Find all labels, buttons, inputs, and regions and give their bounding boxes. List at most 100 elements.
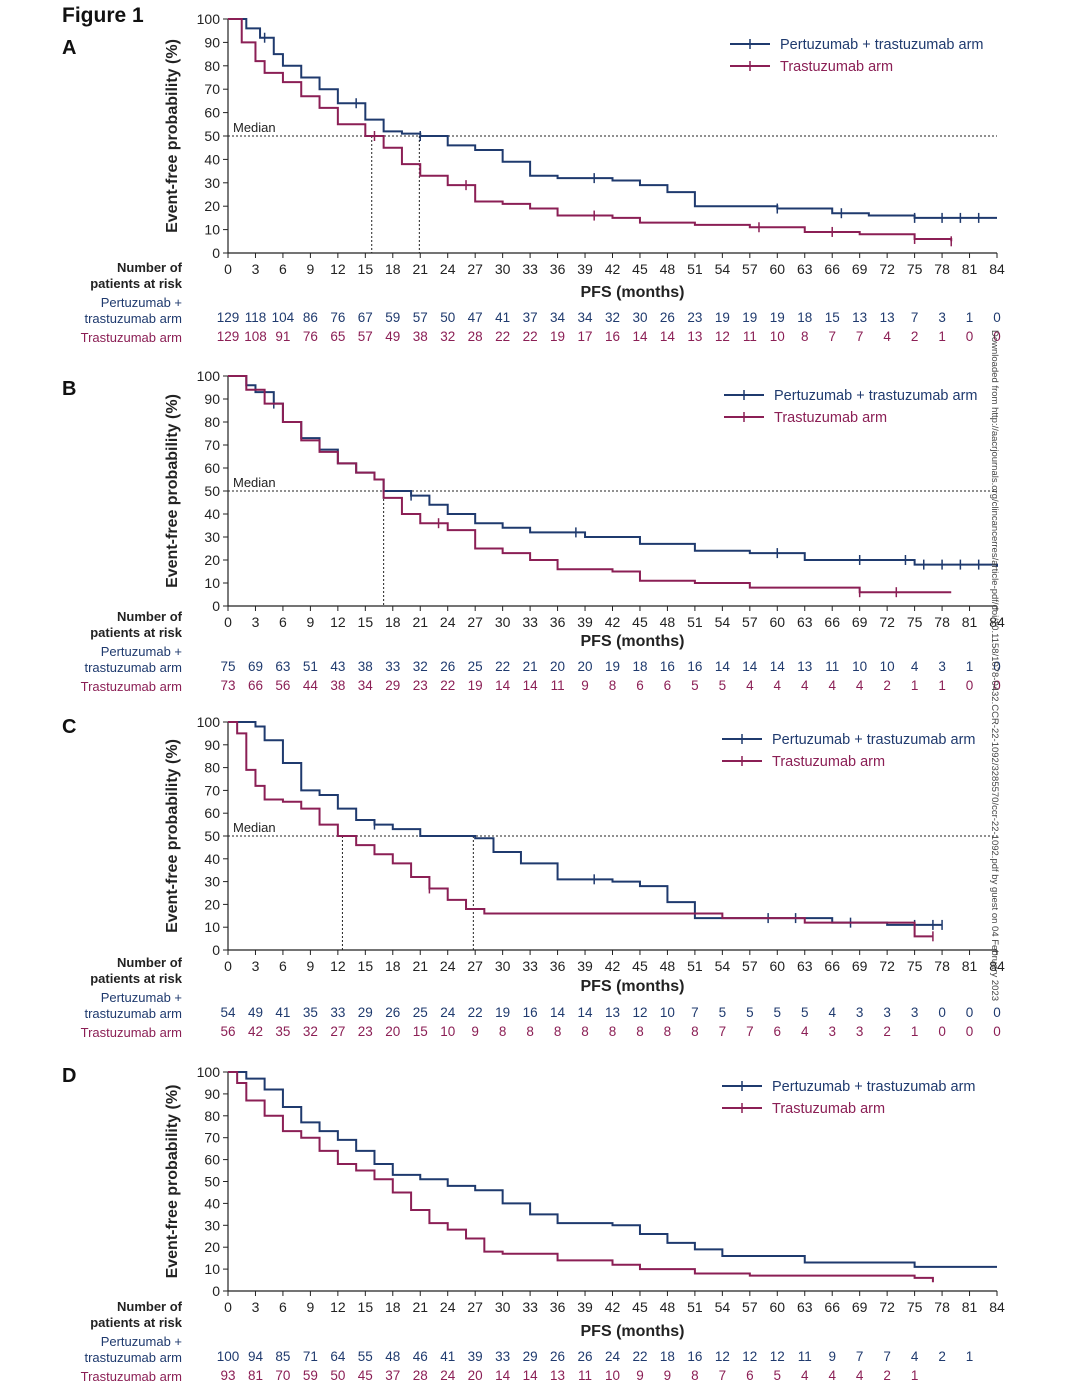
y-tick-label: 0	[212, 1283, 220, 1299]
at-risk-count: 4	[856, 678, 864, 693]
at-risk-count: 13	[852, 310, 867, 325]
x-tick-label: 69	[852, 1299, 868, 1315]
at-risk-count: 3	[938, 310, 946, 325]
at-risk-count: 4	[801, 1368, 809, 1383]
at-risk-count: 19	[550, 329, 565, 344]
at-risk-count: 8	[581, 1024, 589, 1039]
at-risk-count: 22	[632, 1349, 647, 1364]
x-axis-title: PFS (months)	[581, 284, 685, 301]
x-tick-label: 60	[769, 614, 785, 630]
pertuzumab-curve	[228, 721, 943, 926]
at-risk-count: 14	[550, 1005, 566, 1020]
median-label: Median	[233, 120, 276, 135]
at-risk-count: 42	[248, 1024, 263, 1039]
legend-label: Pertuzumab + trastuzumab arm	[774, 388, 978, 404]
at-risk-count: 81	[248, 1368, 263, 1383]
at-risk-count: 20	[550, 659, 565, 674]
at-risk-count: 54	[220, 1005, 236, 1020]
at-risk-count: 11	[825, 659, 839, 674]
x-tick-label: 78	[934, 261, 950, 277]
at-risk-row-label: Trastuzumab arm	[81, 679, 182, 694]
at-risk-count: 14	[523, 1368, 539, 1383]
at-risk-count: 7	[719, 1024, 727, 1039]
at-risk-count: 16	[523, 1005, 538, 1020]
at-risk-count: 64	[330, 1349, 346, 1364]
at-risk-count: 26	[550, 1349, 565, 1364]
at-risk-count: 10	[880, 659, 895, 674]
at-risk-count: 6	[746, 1368, 754, 1383]
x-tick-label: 63	[797, 1299, 813, 1315]
x-tick-label: 27	[467, 958, 483, 974]
at-risk-count: 43	[330, 659, 345, 674]
at-risk-count: 14	[523, 678, 539, 693]
at-risk-count: 12	[632, 1005, 647, 1020]
y-tick-label: 30	[204, 529, 220, 545]
y-tick-label: 50	[204, 128, 220, 144]
x-tick-label: 21	[412, 614, 428, 630]
x-tick-label: 42	[605, 614, 621, 630]
x-tick-label: 63	[797, 261, 813, 277]
at-risk-count: 27	[330, 1024, 345, 1039]
x-tick-label: 30	[495, 614, 511, 630]
at-risk-count: 24	[605, 1349, 621, 1364]
x-tick-label: 36	[550, 1299, 566, 1315]
at-risk-count: 13	[880, 310, 895, 325]
at-risk-count: 35	[275, 1024, 290, 1039]
x-tick-label: 12	[330, 1299, 346, 1315]
at-risk-count: 7	[856, 1349, 864, 1364]
at-risk-count: 34	[550, 310, 566, 325]
x-tick-label: 84	[989, 958, 1005, 974]
at-risk-header: Number of	[117, 260, 183, 275]
x-tick-label: 84	[989, 1299, 1005, 1315]
at-risk-count: 0	[993, 310, 1001, 325]
at-risk-count: 35	[303, 1005, 318, 1020]
at-risk-count: 8	[526, 1024, 534, 1039]
at-risk-count: 51	[303, 659, 318, 674]
at-risk-count: 15	[825, 310, 840, 325]
at-risk-count: 25	[468, 659, 483, 674]
x-tick-label: 45	[632, 261, 648, 277]
at-risk-count: 24	[440, 1368, 456, 1383]
x-tick-label: 69	[852, 261, 868, 277]
at-risk-count: 6	[636, 678, 644, 693]
x-tick-label: 30	[495, 958, 511, 974]
y-tick-label: 0	[212, 942, 220, 958]
at-risk-count: 9	[581, 678, 589, 693]
x-tick-label: 15	[358, 614, 374, 630]
at-risk-count: 0	[938, 1024, 946, 1039]
x-tick-label: 48	[660, 958, 676, 974]
x-tick-label: 12	[330, 958, 346, 974]
x-tick-label: 9	[306, 958, 314, 974]
at-risk-count: 22	[495, 329, 510, 344]
at-risk-count: 4	[911, 659, 919, 674]
x-tick-label: 75	[907, 614, 923, 630]
at-risk-count: 30	[632, 310, 647, 325]
x-tick-label: 81	[962, 261, 978, 277]
at-risk-count: 25	[413, 1005, 428, 1020]
y-tick-label: 90	[204, 1086, 220, 1102]
x-axis-title: PFS (months)	[581, 1323, 685, 1340]
download-watermark: Downloaded from http://aacrjournals.org/…	[989, 330, 1000, 1001]
x-tick-label: 3	[252, 1299, 260, 1315]
at-risk-count: 3	[883, 1005, 891, 1020]
at-risk-count: 32	[440, 329, 455, 344]
x-tick-label: 48	[660, 1299, 676, 1315]
y-tick-label: 50	[204, 1174, 220, 1190]
at-risk-count: 67	[358, 310, 373, 325]
x-tick-label: 24	[440, 261, 456, 277]
at-risk-count: 7	[719, 1368, 727, 1383]
at-risk-count: 8	[691, 1024, 699, 1039]
x-tick-label: 18	[385, 614, 401, 630]
at-risk-count: 12	[715, 329, 730, 344]
x-tick-label: 69	[852, 958, 868, 974]
at-risk-row-label: Pertuzumab +	[101, 990, 182, 1005]
at-risk-count: 19	[742, 310, 757, 325]
at-risk-count: 12	[742, 1349, 757, 1364]
at-risk-count: 18	[660, 1349, 675, 1364]
panel-letter: C	[62, 716, 76, 738]
y-tick-label: 80	[204, 760, 220, 776]
x-axis-title: PFS (months)	[581, 978, 685, 995]
x-tick-label: 18	[385, 261, 401, 277]
y-tick-label: 20	[204, 552, 220, 568]
